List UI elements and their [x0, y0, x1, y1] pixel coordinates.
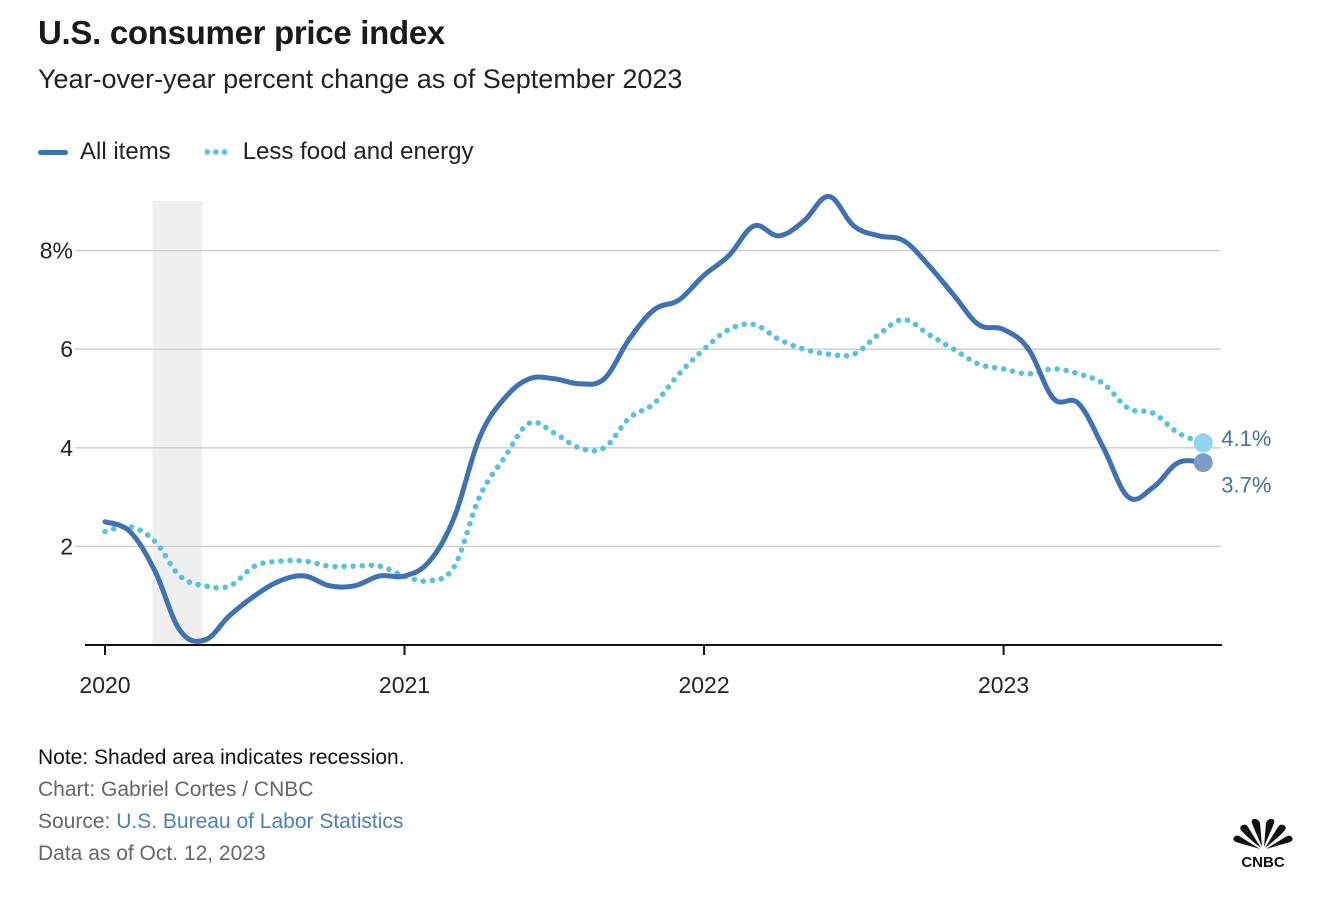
- recession-note: Note: Shaded area indicates recession.: [38, 746, 405, 769]
- y-tick-label-8: 8%: [40, 238, 73, 264]
- series-all-items-end-marker: [1193, 453, 1213, 473]
- legend-item-all-items: All items: [38, 138, 171, 166]
- y-tick-label-6: 6: [60, 336, 73, 362]
- chart-title: U.S. consumer price index: [38, 14, 445, 51]
- series-core-end-label: 4.1%: [1221, 426, 1271, 451]
- y-tick-label-4: 4: [60, 435, 73, 461]
- chart-subtitle: Year-over-year percent change as of Sept…: [38, 64, 683, 94]
- series-core-line: [102, 316, 1206, 591]
- y-tick-label-2: 2: [60, 533, 73, 559]
- legend-swatch-dotted-line-icon: [202, 149, 229, 155]
- source-line: Source: U.S. Bureau of Labor Statistics: [38, 806, 405, 838]
- x-tick-label-2023: 2023: [978, 672, 1029, 698]
- x-tick-label-2021: 2021: [379, 672, 430, 698]
- chart-notes: Note: Shaded area indicates recession. C…: [38, 742, 405, 870]
- x-tick-label-2022: 2022: [678, 672, 729, 698]
- legend-swatch-solid-line-icon: [38, 149, 68, 155]
- source-link[interactable]: U.S. Bureau of Labor Statistics: [116, 810, 404, 833]
- legend-item-core: Less food and energy: [202, 138, 474, 166]
- series-all-items-end-label: 3.7%: [1221, 473, 1271, 498]
- chart-credit: Chart: Gabriel Cortes / CNBC: [38, 778, 314, 801]
- x-tick-label-2020: 2020: [79, 672, 130, 698]
- data-as-of: Data as of Oct. 12, 2023: [38, 842, 266, 865]
- cnbc-peacock-logo-icon: CNBC: [1233, 818, 1293, 871]
- series-core-end-marker: [1193, 433, 1213, 453]
- cnbc-logo-text: CNBC: [1241, 854, 1284, 871]
- series-all-items-line: [102, 193, 1206, 644]
- legend: All items Less food and energy: [38, 138, 506, 166]
- legend-label-all-items: All items: [80, 138, 171, 165]
- legend-label-core: Less food and energy: [242, 138, 474, 165]
- source-prefix: Source:: [38, 810, 117, 833]
